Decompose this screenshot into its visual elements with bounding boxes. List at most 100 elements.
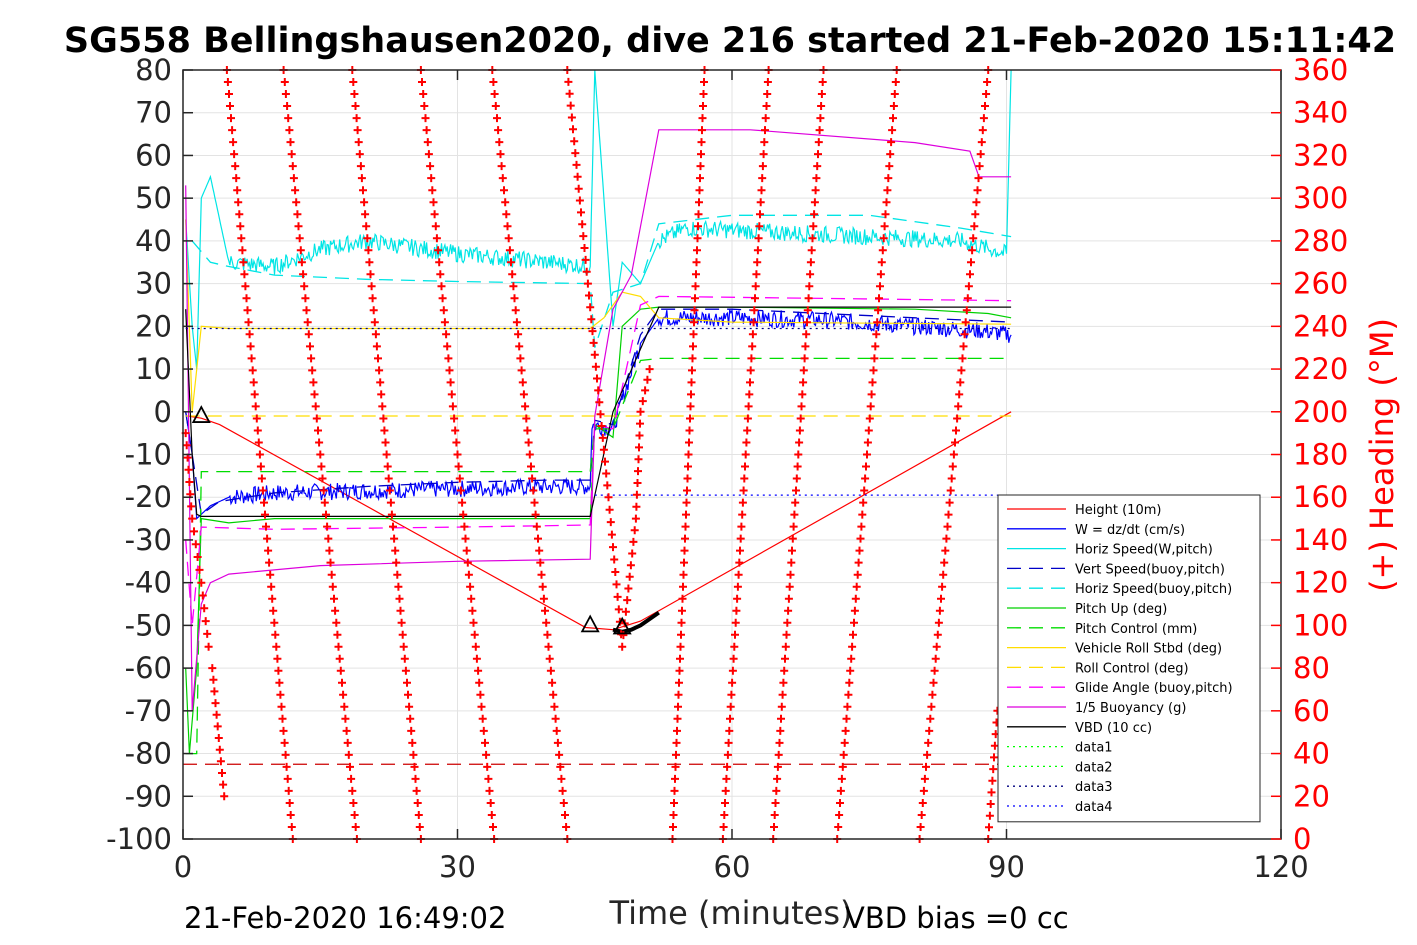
heading-point	[680, 558, 688, 567]
heading-point	[214, 734, 223, 742]
heading-point	[452, 438, 461, 447]
heading-point	[729, 654, 738, 663]
heading-point	[439, 306, 448, 315]
heading-point	[355, 150, 364, 159]
heading-point	[749, 318, 758, 327]
heading-point	[930, 666, 939, 675]
heading-point	[478, 714, 487, 723]
heading-point	[564, 77, 573, 86]
heading-point	[866, 402, 875, 411]
legend-label: data3	[1075, 780, 1113, 795]
heading-point	[566, 101, 575, 110]
heading-point	[297, 258, 306, 267]
heading-point	[943, 522, 952, 531]
heading-point	[442, 330, 451, 339]
heading-point	[589, 338, 598, 347]
heading-point	[635, 443, 643, 452]
heading-point	[579, 232, 588, 241]
heading-point	[286, 811, 295, 819]
heading-point	[295, 234, 304, 243]
heading-point	[686, 414, 694, 423]
y-tick-label: -30	[125, 523, 172, 557]
heading-markers	[181, 66, 1002, 843]
right-tick-label: 180	[1293, 438, 1348, 472]
heading-point	[188, 514, 197, 523]
heading-point	[489, 78, 498, 86]
y-tick-label: 20	[135, 309, 172, 343]
y-tick-label: -100	[106, 822, 172, 856]
y-tick-label: -50	[125, 608, 172, 642]
triangle-markers	[191, 405, 632, 635]
heading-point	[223, 78, 232, 86]
heading-point	[544, 642, 553, 651]
heading-point	[941, 546, 950, 555]
heading-point	[669, 823, 677, 831]
heading-point	[285, 799, 294, 807]
heading-point	[323, 522, 332, 531]
heading-point	[686, 402, 695, 411]
heading-point	[263, 534, 272, 543]
heading-point	[700, 78, 708, 86]
heading-point	[836, 786, 845, 795]
heading-point	[789, 522, 798, 531]
heading-point	[489, 823, 497, 831]
heading-point	[810, 210, 819, 219]
heading-point	[211, 699, 220, 708]
heading-point	[571, 149, 580, 158]
heading-point	[598, 433, 607, 442]
y-tick-label: -20	[125, 480, 172, 514]
heading-point	[870, 354, 879, 363]
heading-point	[379, 414, 388, 423]
heading-point	[725, 726, 734, 735]
heading-point	[395, 594, 404, 603]
heading-point	[802, 330, 811, 339]
heading-point	[233, 186, 242, 195]
heading-point	[732, 606, 741, 615]
heading-point	[834, 823, 843, 831]
heading-point	[431, 222, 440, 231]
heading-point	[672, 750, 680, 759]
series-layer	[185, 69, 1012, 755]
heading-point	[990, 753, 998, 762]
right-tick-label: 300	[1293, 181, 1348, 215]
heading-point	[531, 510, 540, 519]
heading-point	[891, 78, 900, 86]
heading-point	[342, 726, 351, 735]
heading-point	[423, 138, 432, 147]
heading-point	[407, 726, 416, 735]
heading-point	[226, 102, 234, 110]
heading-point	[756, 210, 764, 219]
x-tick-label: 120	[1253, 850, 1308, 884]
heading-point	[532, 522, 541, 531]
heading-point	[967, 258, 975, 267]
heading-point	[947, 474, 956, 483]
heading-point	[485, 786, 494, 795]
heading-point	[985, 823, 993, 832]
heading-point	[728, 678, 737, 687]
heading-point	[209, 675, 218, 684]
heading-point	[756, 198, 765, 207]
heading-point	[343, 738, 352, 747]
heading-point	[885, 162, 894, 171]
heading-point	[987, 788, 996, 797]
heading-point	[438, 294, 447, 303]
heading-point	[698, 114, 707, 123]
heading-point	[376, 378, 385, 387]
heading-point	[559, 799, 568, 807]
heading-point	[975, 162, 984, 171]
heading-point	[256, 462, 265, 471]
heading-point	[682, 498, 691, 507]
series-line	[185, 69, 1012, 370]
heading-point	[382, 450, 391, 459]
heading-point	[516, 354, 525, 363]
heading-point	[272, 642, 281, 651]
heading-point	[696, 162, 705, 171]
heading-point	[208, 664, 217, 673]
heading-point	[670, 786, 679, 795]
heading-point	[325, 546, 334, 555]
heading-point	[776, 726, 785, 735]
heading-point	[419, 90, 428, 98]
right-tick-label: 60	[1293, 694, 1330, 728]
heading-point	[399, 642, 408, 651]
heading-point	[731, 618, 740, 627]
